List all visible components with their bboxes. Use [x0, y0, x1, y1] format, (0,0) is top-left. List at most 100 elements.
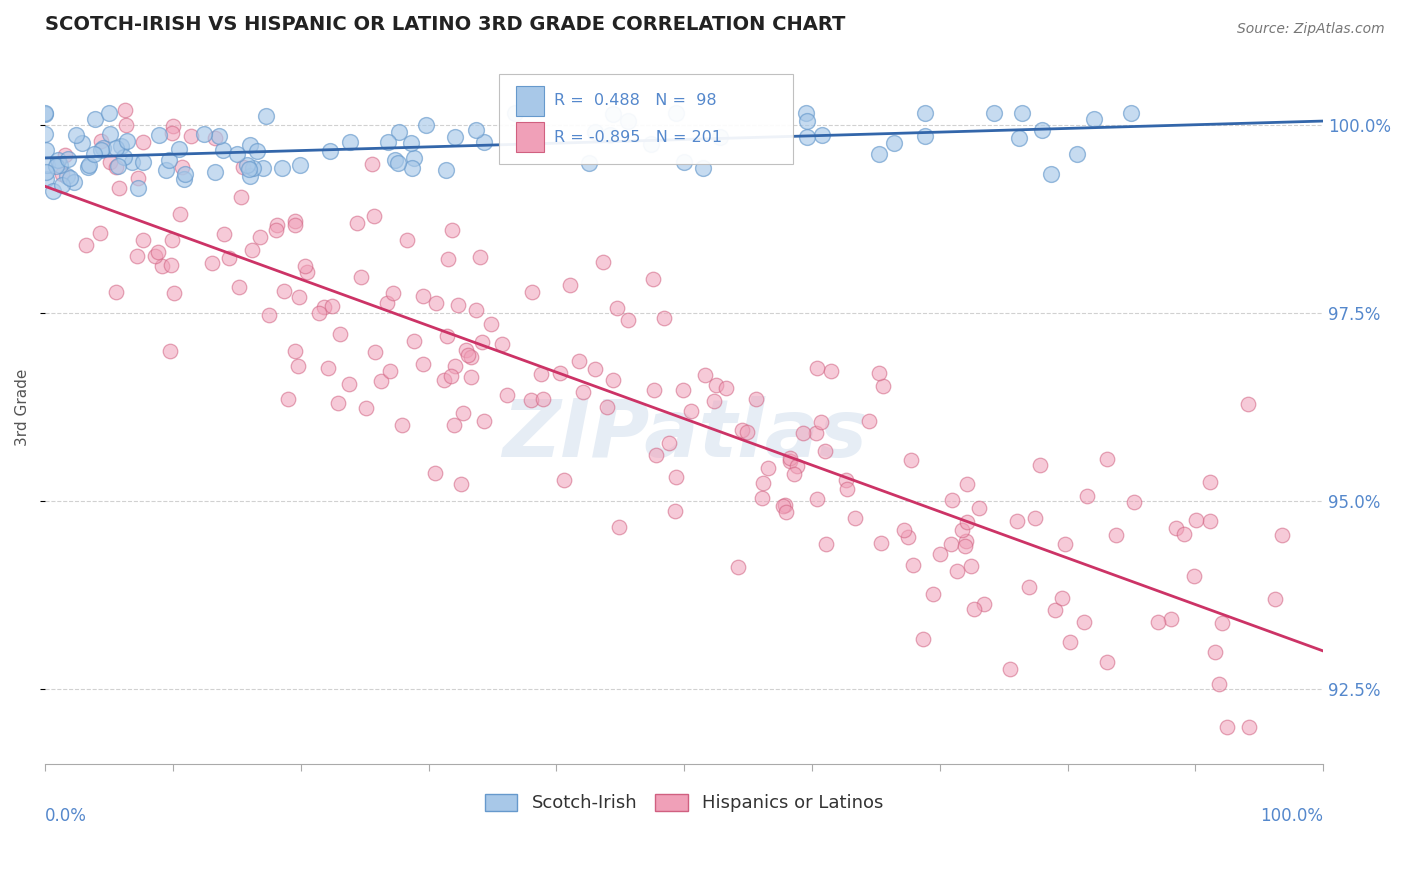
Point: [1199, 475, 1222, 489]
Point: [955, 533, 977, 548]
Point: [231, 189, 253, 203]
Point: [465, 123, 488, 137]
Point: [1119, 106, 1142, 120]
Point: [238, 162, 260, 177]
Point: [56, 152, 79, 166]
Point: [377, 135, 399, 149]
Point: [1147, 615, 1170, 630]
Point: [444, 130, 467, 145]
Point: [193, 127, 215, 141]
Point: [914, 106, 936, 120]
Point: [308, 306, 330, 320]
Point: [155, 163, 177, 178]
Point: [835, 482, 858, 496]
Point: [983, 106, 1005, 120]
Point: [772, 499, 794, 513]
Point: [1095, 656, 1118, 670]
Point: [212, 227, 235, 241]
Point: [868, 146, 890, 161]
Point: [844, 511, 866, 525]
Point: [239, 169, 262, 184]
Point: [967, 500, 990, 515]
Point: [41, 184, 63, 198]
Point: [121, 154, 143, 169]
Point: [1029, 458, 1052, 472]
Point: [104, 141, 127, 155]
Point: [758, 460, 780, 475]
Point: [941, 493, 963, 508]
Point: [127, 181, 149, 195]
Point: [956, 515, 979, 529]
Point: [956, 476, 979, 491]
Point: [201, 255, 224, 269]
Point: [1083, 112, 1105, 127]
Point: [388, 125, 411, 139]
Point: [775, 505, 797, 519]
Point: [496, 387, 519, 401]
Point: [114, 103, 136, 117]
Point: [412, 357, 434, 371]
Point: [730, 423, 752, 437]
Point: [530, 367, 553, 381]
Point: [709, 130, 731, 145]
Point: [37, 157, 59, 171]
Point: [520, 285, 543, 299]
Point: [519, 136, 541, 151]
Point: [491, 336, 513, 351]
Point: [900, 452, 922, 467]
Point: [1066, 147, 1088, 161]
Point: [425, 296, 447, 310]
Point: [465, 302, 488, 317]
Point: [870, 535, 893, 549]
Point: [664, 504, 686, 518]
Point: [640, 136, 662, 151]
Point: [811, 128, 834, 142]
Point: [1000, 662, 1022, 676]
Point: [872, 379, 894, 393]
Point: [444, 359, 467, 374]
Point: [91, 140, 114, 154]
Y-axis label: 3rd Grade: 3rd Grade: [15, 368, 30, 445]
Point: [34, 106, 56, 120]
Text: R = -0.895   N = 201: R = -0.895 N = 201: [554, 130, 723, 145]
Point: [973, 597, 995, 611]
Point: [456, 343, 478, 358]
Point: [114, 118, 136, 132]
Point: [287, 359, 309, 373]
Point: [460, 369, 482, 384]
Point: [404, 334, 426, 348]
Point: [901, 558, 924, 572]
Point: [1005, 515, 1028, 529]
Point: [249, 230, 271, 244]
Point: [34, 171, 56, 186]
Point: [443, 417, 465, 432]
Point: [1076, 489, 1098, 503]
Point: [254, 109, 277, 123]
Point: [1182, 569, 1205, 583]
Point: [553, 473, 575, 487]
Point: [240, 243, 263, 257]
Point: [858, 414, 880, 428]
Point: [681, 404, 703, 418]
Point: [1264, 592, 1286, 607]
Point: [132, 233, 155, 247]
Point: [652, 311, 675, 326]
Point: [401, 161, 423, 175]
Point: [460, 350, 482, 364]
Point: [391, 417, 413, 432]
Point: [84, 112, 107, 127]
Point: [434, 162, 457, 177]
Point: [115, 135, 138, 149]
Point: [572, 384, 595, 399]
Point: [695, 368, 717, 382]
Point: [672, 383, 695, 397]
Point: [105, 161, 128, 175]
Point: [83, 146, 105, 161]
Point: [479, 317, 502, 331]
Point: [665, 106, 688, 120]
Point: [602, 107, 624, 121]
Point: [531, 392, 554, 406]
Point: [1011, 106, 1033, 120]
Point: [284, 343, 307, 358]
Point: [911, 632, 934, 646]
